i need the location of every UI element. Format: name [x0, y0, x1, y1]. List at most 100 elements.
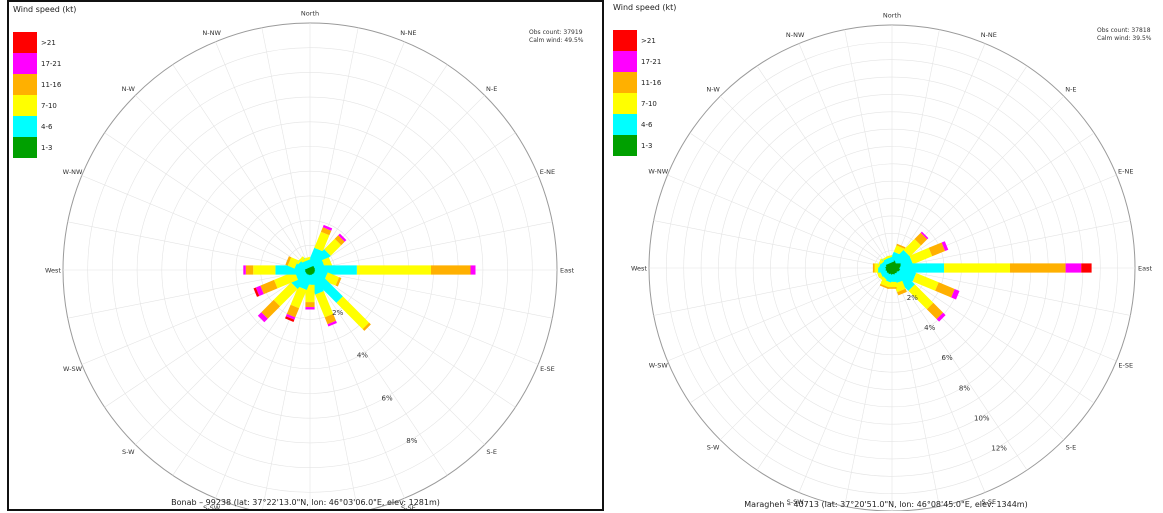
rose-bar-s-se-11-16: [897, 288, 907, 296]
legend-item: 17-21: [613, 51, 661, 72]
rose-bar-w-sw-7-10: [274, 271, 299, 289]
rose-bar-w-nw-7-10: [877, 258, 883, 268]
grid-spoke: [309, 64, 448, 271]
rose-bar-south-11-16: [887, 287, 897, 289]
direction-label: N-E: [486, 85, 497, 93]
grid-spoke: [756, 65, 893, 269]
rose-bar-south-17-21: [305, 307, 315, 310]
grid-spoke: [261, 27, 311, 271]
radial-tick-label: 4%: [924, 324, 935, 332]
grid-spoke: [891, 267, 1028, 471]
legend-item: 11-16: [13, 74, 61, 95]
direction-label: North: [883, 12, 901, 20]
calm-wind: Calm wind: 49.5%: [529, 37, 584, 44]
rose-bar-e-ne-11-16: [928, 242, 946, 257]
grid-spoke: [262, 269, 311, 509]
rose-bar-e-ne-17-21: [941, 241, 949, 251]
legend-item: 7-10: [13, 95, 61, 116]
direction-label: E-NE: [1118, 168, 1133, 176]
direction-label: N-W: [122, 85, 136, 93]
legend-label: 4-6: [41, 122, 53, 131]
direction-label: N-NE: [981, 31, 997, 39]
grid-spoke: [67, 269, 311, 319]
direction-label: S-W: [707, 443, 720, 451]
direction-label: S-E: [1066, 443, 1077, 451]
grid-spoke: [891, 65, 1028, 269]
rose-bar-n-ne-7-10: [314, 231, 330, 252]
grid-spoke: [891, 220, 1131, 269]
rose-bar-w-sw-11-16: [260, 279, 278, 295]
direction-label: N-E: [1065, 86, 1076, 94]
wind-rose-chart-bonab: NorthN-NEN-EE-NEEastE-SES-ES-SESouthS-SW…: [45, 10, 574, 511]
rose-bar-east-17-21: [470, 265, 476, 275]
rose-bar-west-11-16: [245, 265, 254, 275]
grid-spoke: [891, 267, 940, 507]
rose-bar-n-nw-1-3: [885, 261, 897, 270]
rose-bar-w-sw-17-21: [255, 285, 264, 296]
rose-bar-n-e-17-21: [920, 231, 929, 240]
legend-label: 1-3: [641, 141, 653, 150]
grid-spoke: [309, 269, 539, 365]
rose-bar-west-7-10: [253, 265, 276, 275]
direction-label: East: [1138, 265, 1152, 273]
obs-stats: Obs count: 37919 Calm wind: 49.5%: [529, 29, 583, 45]
legend-swatch: [13, 32, 37, 53]
wind-rose-chart-maragheh: NorthN-NEN-EE-NEEastE-SES-ES-SESouthS-SW…: [631, 12, 1152, 511]
direction-label: N-W: [706, 86, 720, 94]
speed-legend: >21 17-21 11-16 7-10 4-6 1-3: [13, 32, 61, 158]
legend-swatch: [613, 72, 637, 93]
rose-bar-n-w-7-10: [296, 256, 305, 265]
rose-bar-n-ne-17-21: [322, 224, 333, 231]
direction-label: S-SW: [787, 498, 805, 506]
rose-bar-s-e-11-16: [362, 322, 371, 331]
legend-item: 17-21: [13, 53, 61, 74]
wind-rose-panel-maragheh: NorthN-NEN-EE-NEEastE-SES-ES-SESouthS-SW…: [609, 0, 1163, 511]
grid-spoke: [309, 269, 358, 509]
radial-tick-label: 6%: [382, 394, 393, 402]
rose-bar-east-11-16: [1010, 263, 1066, 273]
grid-spoke: [798, 267, 893, 493]
rose-bar-n-ne-11-16: [320, 227, 332, 236]
obs-count: Obs count: 37919: [529, 29, 583, 36]
direction-label: E-SE: [540, 365, 555, 373]
direction-label: W-SW: [63, 365, 83, 373]
rose-bar-s-se-7-10: [315, 291, 334, 318]
rose-bar-s-sw-17-21: [285, 313, 296, 320]
direction-label: S-E: [486, 448, 497, 456]
rose-bar-n-nw-1-3: [304, 266, 315, 272]
legend-item: >21: [613, 30, 661, 51]
legend-swatch: [13, 116, 37, 137]
legend-swatch: [613, 93, 637, 114]
legend-swatch: [613, 30, 637, 51]
direction-label: S-SE: [981, 498, 996, 506]
obs-stats: Obs count: 37818 Calm wind: 39.5%: [1097, 27, 1151, 43]
rose-bar-east-gt21: [1081, 263, 1092, 273]
grid-spoke: [689, 267, 893, 404]
direction-label: W-NW: [63, 168, 83, 176]
grid-spoke: [667, 267, 893, 362]
direction-label: N-NW: [786, 31, 805, 39]
grid-spoke: [309, 269, 448, 476]
grid-spoke: [104, 269, 311, 408]
rose-bar-s-w-7-10: [273, 282, 298, 307]
grid-spoke: [891, 267, 986, 493]
rose-bar-n-e-7-10: [324, 238, 342, 256]
legend-item: 11-16: [613, 72, 661, 93]
rose-bar-east-7-10: [944, 263, 1010, 273]
legend-label: 11-16: [41, 80, 62, 89]
rose-bar-e-se-11-16: [335, 277, 342, 287]
direction-label: S-SW: [203, 504, 221, 511]
rose-bar-s-se-7-10: [893, 280, 906, 293]
radial-tick-label: 6%: [942, 354, 953, 362]
grid-spoke: [309, 269, 553, 319]
legend-label: 4-6: [641, 120, 653, 129]
direction-label: W-SW: [649, 361, 669, 369]
direction-label: S-W: [122, 448, 135, 456]
legend-swatch: [13, 137, 37, 158]
legend-swatch: [13, 53, 37, 74]
calm-wind: Calm wind: 39.5%: [1097, 35, 1152, 42]
legend-swatch: [13, 95, 37, 116]
direction-label: East: [560, 267, 574, 275]
grid-spoke: [844, 29, 893, 269]
rose-bar-south-7-10: [305, 284, 315, 303]
